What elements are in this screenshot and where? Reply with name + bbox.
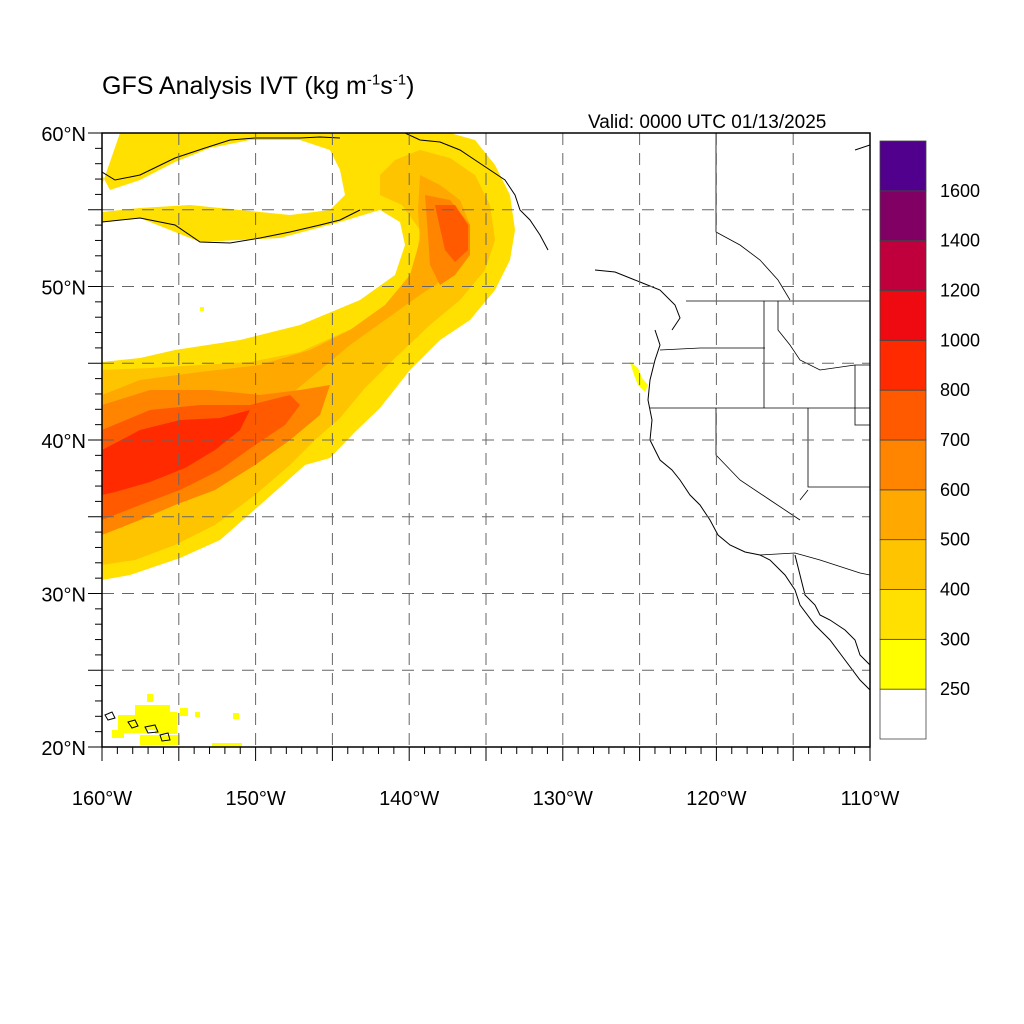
lat-tick-labels: 20°N 30°N 40°N 50°N 60°N bbox=[41, 124, 86, 760]
colorbar: 250 300 400 500 600 700 800 1000 1200 1400 1600 bbox=[879, 140, 980, 740]
colorbar-label: 1000 bbox=[940, 330, 980, 350]
ivt-coastal-patch bbox=[630, 362, 648, 392]
colorbar-swatch bbox=[879, 688, 927, 740]
lon-tick-labels: 160°W 150°W 140°W 130°W 120°W 110°W bbox=[72, 788, 900, 810]
colorbar-label: 250 bbox=[940, 679, 970, 699]
colorbar-label: 400 bbox=[940, 580, 970, 600]
colorbar-swatch bbox=[879, 539, 927, 590]
colorbar-label: 500 bbox=[940, 530, 970, 550]
lat-tick-label: 60°N bbox=[41, 124, 86, 146]
colorbar-label: 1400 bbox=[940, 231, 980, 251]
colorbar-swatch bbox=[879, 240, 927, 291]
colorbar-swatch bbox=[879, 190, 927, 242]
ivt-fill-layer bbox=[102, 133, 648, 747]
lat-tick-label: 20°N bbox=[41, 738, 86, 760]
colorbar-label: 300 bbox=[940, 629, 970, 649]
colorbar-swatch bbox=[879, 439, 927, 491]
lon-tick-label: 110°W bbox=[841, 788, 900, 810]
lat-tick-label: 30°N bbox=[41, 585, 86, 607]
valid-time-label: Valid: 0000 UTC 01/13/2025 bbox=[588, 112, 827, 133]
colorbar-swatch bbox=[879, 389, 927, 441]
lat-tick-label: 40°N bbox=[41, 431, 86, 453]
lat-tick-label: 50°N bbox=[41, 278, 86, 300]
colorbar-swatch bbox=[879, 489, 927, 541]
coastlines bbox=[102, 133, 870, 742]
colorbar-swatch bbox=[879, 638, 927, 690]
lon-tick-label: 130°W bbox=[533, 788, 593, 810]
colorbar-swatch bbox=[879, 140, 927, 192]
graticule bbox=[102, 133, 870, 747]
map-title: GFS Analysis IVT (kg m-1s-1) bbox=[102, 71, 415, 100]
colorbar-label: 1200 bbox=[940, 281, 980, 301]
colorbar-swatch bbox=[879, 339, 927, 391]
colorbar-label: 600 bbox=[940, 480, 970, 500]
colorbar-swatch bbox=[879, 589, 927, 640]
lon-tick-label: 160°W bbox=[72, 788, 132, 810]
lon-tick-label: 120°W bbox=[686, 788, 746, 810]
ivt-hawaii-patch bbox=[112, 694, 242, 747]
state-borders bbox=[650, 133, 870, 576]
ivt-contour-1000 bbox=[102, 410, 250, 495]
colorbar-label: 1600 bbox=[940, 181, 980, 201]
colorbar-label: 700 bbox=[940, 430, 970, 450]
lon-tick-label: 140°W bbox=[379, 788, 439, 810]
colorbar-label: 800 bbox=[940, 380, 970, 400]
minor-ticks bbox=[88, 132, 871, 761]
lon-tick-label: 150°W bbox=[225, 788, 285, 810]
colorbar-swatch bbox=[879, 290, 927, 341]
